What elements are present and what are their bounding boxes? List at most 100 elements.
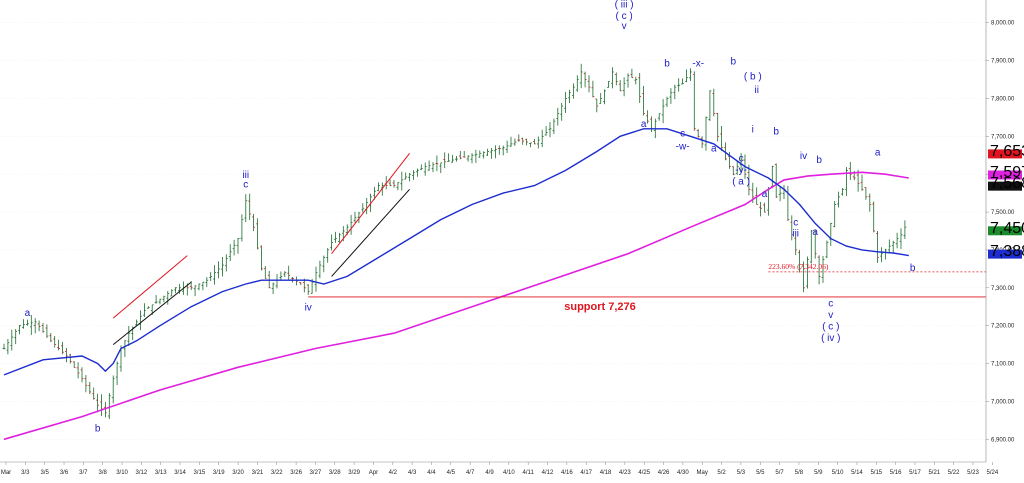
moving-average-long	[3, 171, 909, 441]
price-tag-label: 7,450.58	[990, 220, 1024, 237]
price-tag-label: 7,653.57	[990, 143, 1024, 160]
price-tag: 7,388.96	[988, 243, 1024, 260]
wave-label: -y-	[735, 165, 747, 176]
x-tick-label: 4/11	[523, 470, 535, 476]
x-tick-label: 5/10	[832, 470, 844, 476]
y-tick-label: 7,100.00	[991, 362, 1015, 368]
x-tick-label: 4/10	[503, 470, 515, 476]
trend-line	[331, 153, 410, 255]
wave-label: b	[773, 126, 779, 137]
x-tick-label: 5/22	[948, 470, 960, 476]
trend-line	[112, 255, 188, 319]
price-tag: 7,653.57	[988, 143, 1024, 160]
trend-line	[331, 189, 410, 277]
wave-label: b	[910, 263, 916, 274]
x-tick-label: 3/5	[41, 470, 50, 476]
x-tick-label: 5/9	[814, 470, 823, 476]
x-tick-label: 3/27	[310, 470, 322, 476]
x-tick-label: Apr	[369, 470, 378, 476]
x-tick-label: 4/5	[447, 470, 456, 476]
price-tag-box	[988, 226, 1022, 236]
wave-label: c	[243, 179, 248, 190]
x-tick-label: 3/15	[194, 470, 206, 476]
x-tick-label: 5/23	[967, 470, 979, 476]
x-tick-label: 3/14	[174, 470, 186, 476]
x-tick-label: 4/7	[466, 470, 475, 476]
x-tick-label: 4/3	[408, 470, 417, 476]
wave-label: b	[95, 424, 101, 435]
x-tick-label: 5/2	[717, 470, 726, 476]
wave-label: a	[762, 189, 768, 200]
x-tick-label: 4/30	[677, 470, 689, 476]
x-tick-label: 4/26	[658, 470, 670, 476]
x-tick-label: 4/18	[600, 470, 612, 476]
y-tick-label: 7,900.00	[991, 59, 1015, 65]
x-tick-label: 5/3	[737, 470, 746, 476]
x-tick-label: 5/5	[756, 470, 765, 476]
wave-label: ( b )	[744, 72, 762, 83]
x-tick-label: 5/7	[775, 470, 784, 476]
price-tag-box	[988, 149, 1022, 159]
wave-label: ii	[754, 85, 758, 96]
x-tick-label: 4/4	[427, 470, 436, 476]
x-tick-label: 3/21	[252, 470, 264, 476]
wave-label: v	[622, 21, 627, 32]
y-tick-label: 7,800.00	[991, 96, 1015, 102]
y-tick-label: 7,000.00	[991, 399, 1015, 405]
price-tag: 7,568.43	[988, 175, 1024, 192]
wave-label: v	[828, 310, 833, 321]
x-tick-label: 3/3	[21, 470, 30, 476]
price-tag-label: 7,568.43	[990, 175, 1024, 192]
x-tick-label: 3/20	[232, 470, 244, 476]
x-axis-ticks: Mar 3/3 3/5 3/6 3/7 3/8 3/10 3/12 3/13 3/14 3/15 3/…	[1, 462, 999, 476]
y-tick-label: 7,700.00	[991, 134, 1015, 140]
wave-label: c	[680, 128, 685, 139]
moving-averages	[3, 128, 909, 441]
wave-label: c	[793, 217, 798, 228]
wave-label: iii	[792, 229, 799, 240]
price-tag-box	[988, 181, 1022, 191]
wave-label: ( c )	[615, 11, 632, 22]
x-tick-label: 5/24	[986, 470, 998, 476]
wave-label: b	[816, 155, 822, 166]
wave-label: ( a )	[732, 176, 750, 187]
x-tick-label: 4/12	[542, 470, 554, 476]
y-tick-label: 7,300.00	[991, 286, 1015, 292]
price-tag-box	[988, 249, 1022, 259]
price-bars	[2, 63, 907, 419]
wave-label: b	[664, 58, 670, 69]
wave-label: ( iii )	[615, 0, 634, 11]
price-tag-box	[988, 170, 1022, 180]
wave-label: a	[711, 143, 717, 154]
y-tick-label: 8,000.00	[991, 21, 1015, 27]
x-tick-label: 5/15	[870, 470, 882, 476]
wave-label: iii	[242, 170, 249, 181]
wave-label: -x-	[692, 58, 704, 69]
x-tick-label: 4/23	[619, 470, 631, 476]
moving-average-short	[3, 128, 909, 376]
wave-label: a	[875, 147, 881, 158]
price-tag: 7,450.58	[988, 220, 1024, 237]
wave-label: a	[812, 227, 818, 238]
x-tick-label: 3/19	[213, 470, 225, 476]
wave-label: a	[641, 119, 647, 130]
x-tick-label: 3/29	[348, 470, 360, 476]
price-tags: 7,653.57 7,597.897,568.43 7,450.58 7,388.96	[988, 143, 1024, 260]
x-tick-label: Mar	[1, 470, 11, 476]
grid-lines	[0, 22, 986, 440]
support-line: support 7,276 223.60% (7,342.06)	[308, 262, 986, 313]
x-tick-label: 5/8	[795, 470, 804, 476]
x-tick-label: 4/25	[638, 470, 650, 476]
x-tick-label: 4/16	[561, 470, 573, 476]
wave-label: iv	[800, 151, 807, 162]
x-tick-label: 3/10	[116, 470, 128, 476]
x-tick-label: 5/14	[851, 470, 863, 476]
x-tick-label: May	[697, 470, 708, 476]
x-tick-label: 3/22	[271, 470, 283, 476]
wave-label: ( iv )	[821, 333, 840, 344]
x-tick-label: 5/17	[909, 470, 921, 476]
wave-label: a	[25, 308, 31, 319]
